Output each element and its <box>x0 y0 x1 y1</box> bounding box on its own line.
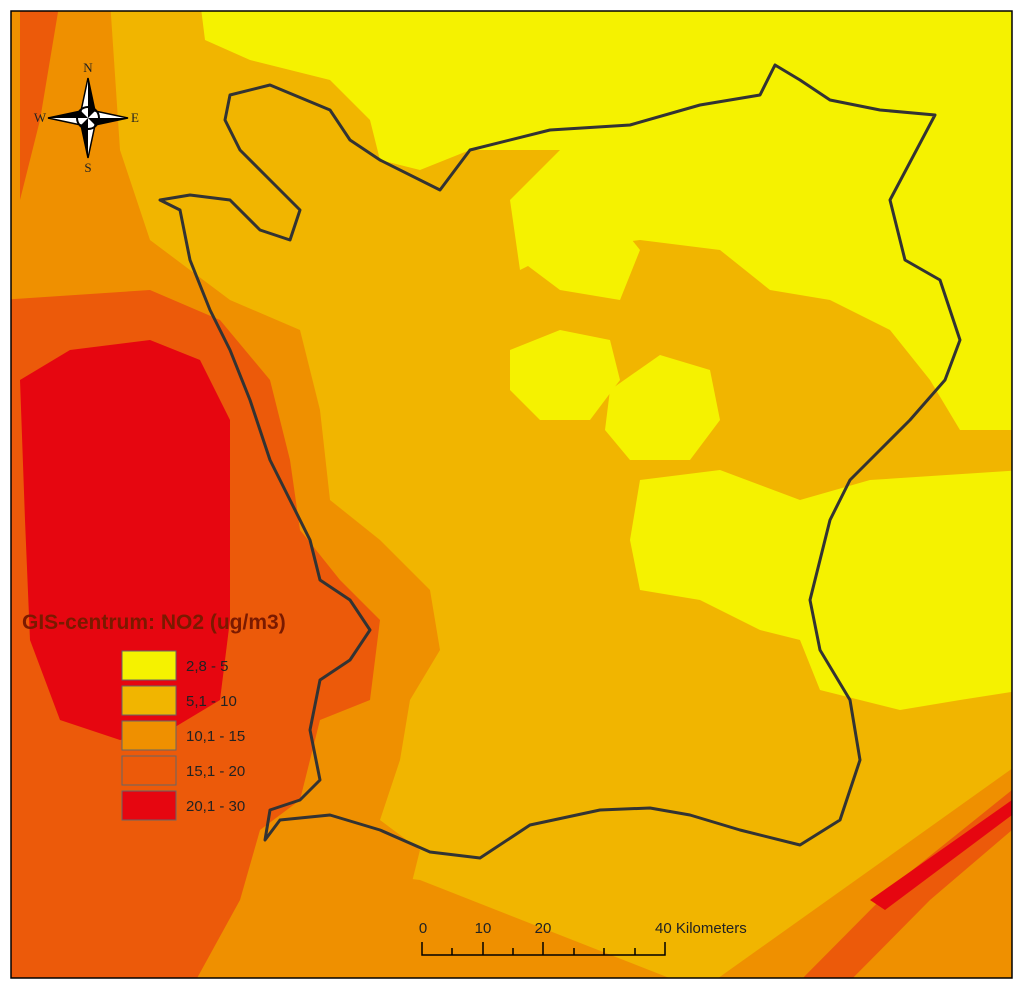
legend-label: 2,8 - 5 <box>186 658 229 675</box>
compass-label: S <box>84 160 91 175</box>
legend: 2,8 - 5 5,1 - 10 10,1 - 15 15,1 - 20 20,1 - … <box>121 650 245 821</box>
compass-label: W <box>34 110 47 125</box>
zone <box>20 340 230 740</box>
compass-label: N <box>83 60 93 75</box>
scale-label: 40 Kilometers <box>655 920 747 937</box>
zone <box>605 355 720 460</box>
legend-swatch <box>121 720 177 751</box>
compass-label: E <box>131 110 139 125</box>
scale-label: 10 <box>475 920 492 937</box>
legend-label: 20,1 - 30 <box>186 798 245 815</box>
legend-label: 10,1 - 15 <box>186 728 245 745</box>
scale-bar: 0 10 20 40 Kilometers <box>419 920 747 956</box>
legend-title: GIS-centrum: NO2 (ug/m3) <box>22 611 286 634</box>
legend-swatch <box>121 790 177 821</box>
coastline <box>158 63 962 860</box>
zone <box>630 470 1012 710</box>
map-frame <box>10 10 1013 979</box>
scale-label: 20 <box>535 920 552 937</box>
legend-label: 5,1 - 10 <box>186 693 237 710</box>
zone <box>510 330 620 420</box>
legend-swatch <box>121 685 177 716</box>
legend-swatch <box>121 755 177 786</box>
zone <box>718 768 1012 978</box>
legend-swatch <box>121 650 177 681</box>
north-arrow: N S W E <box>34 60 139 175</box>
zone <box>870 800 1012 910</box>
zone <box>180 850 670 978</box>
legend-label: 15,1 - 20 <box>186 763 245 780</box>
zone <box>520 200 640 300</box>
scale-label: 0 <box>419 920 427 937</box>
zone <box>20 11 59 200</box>
